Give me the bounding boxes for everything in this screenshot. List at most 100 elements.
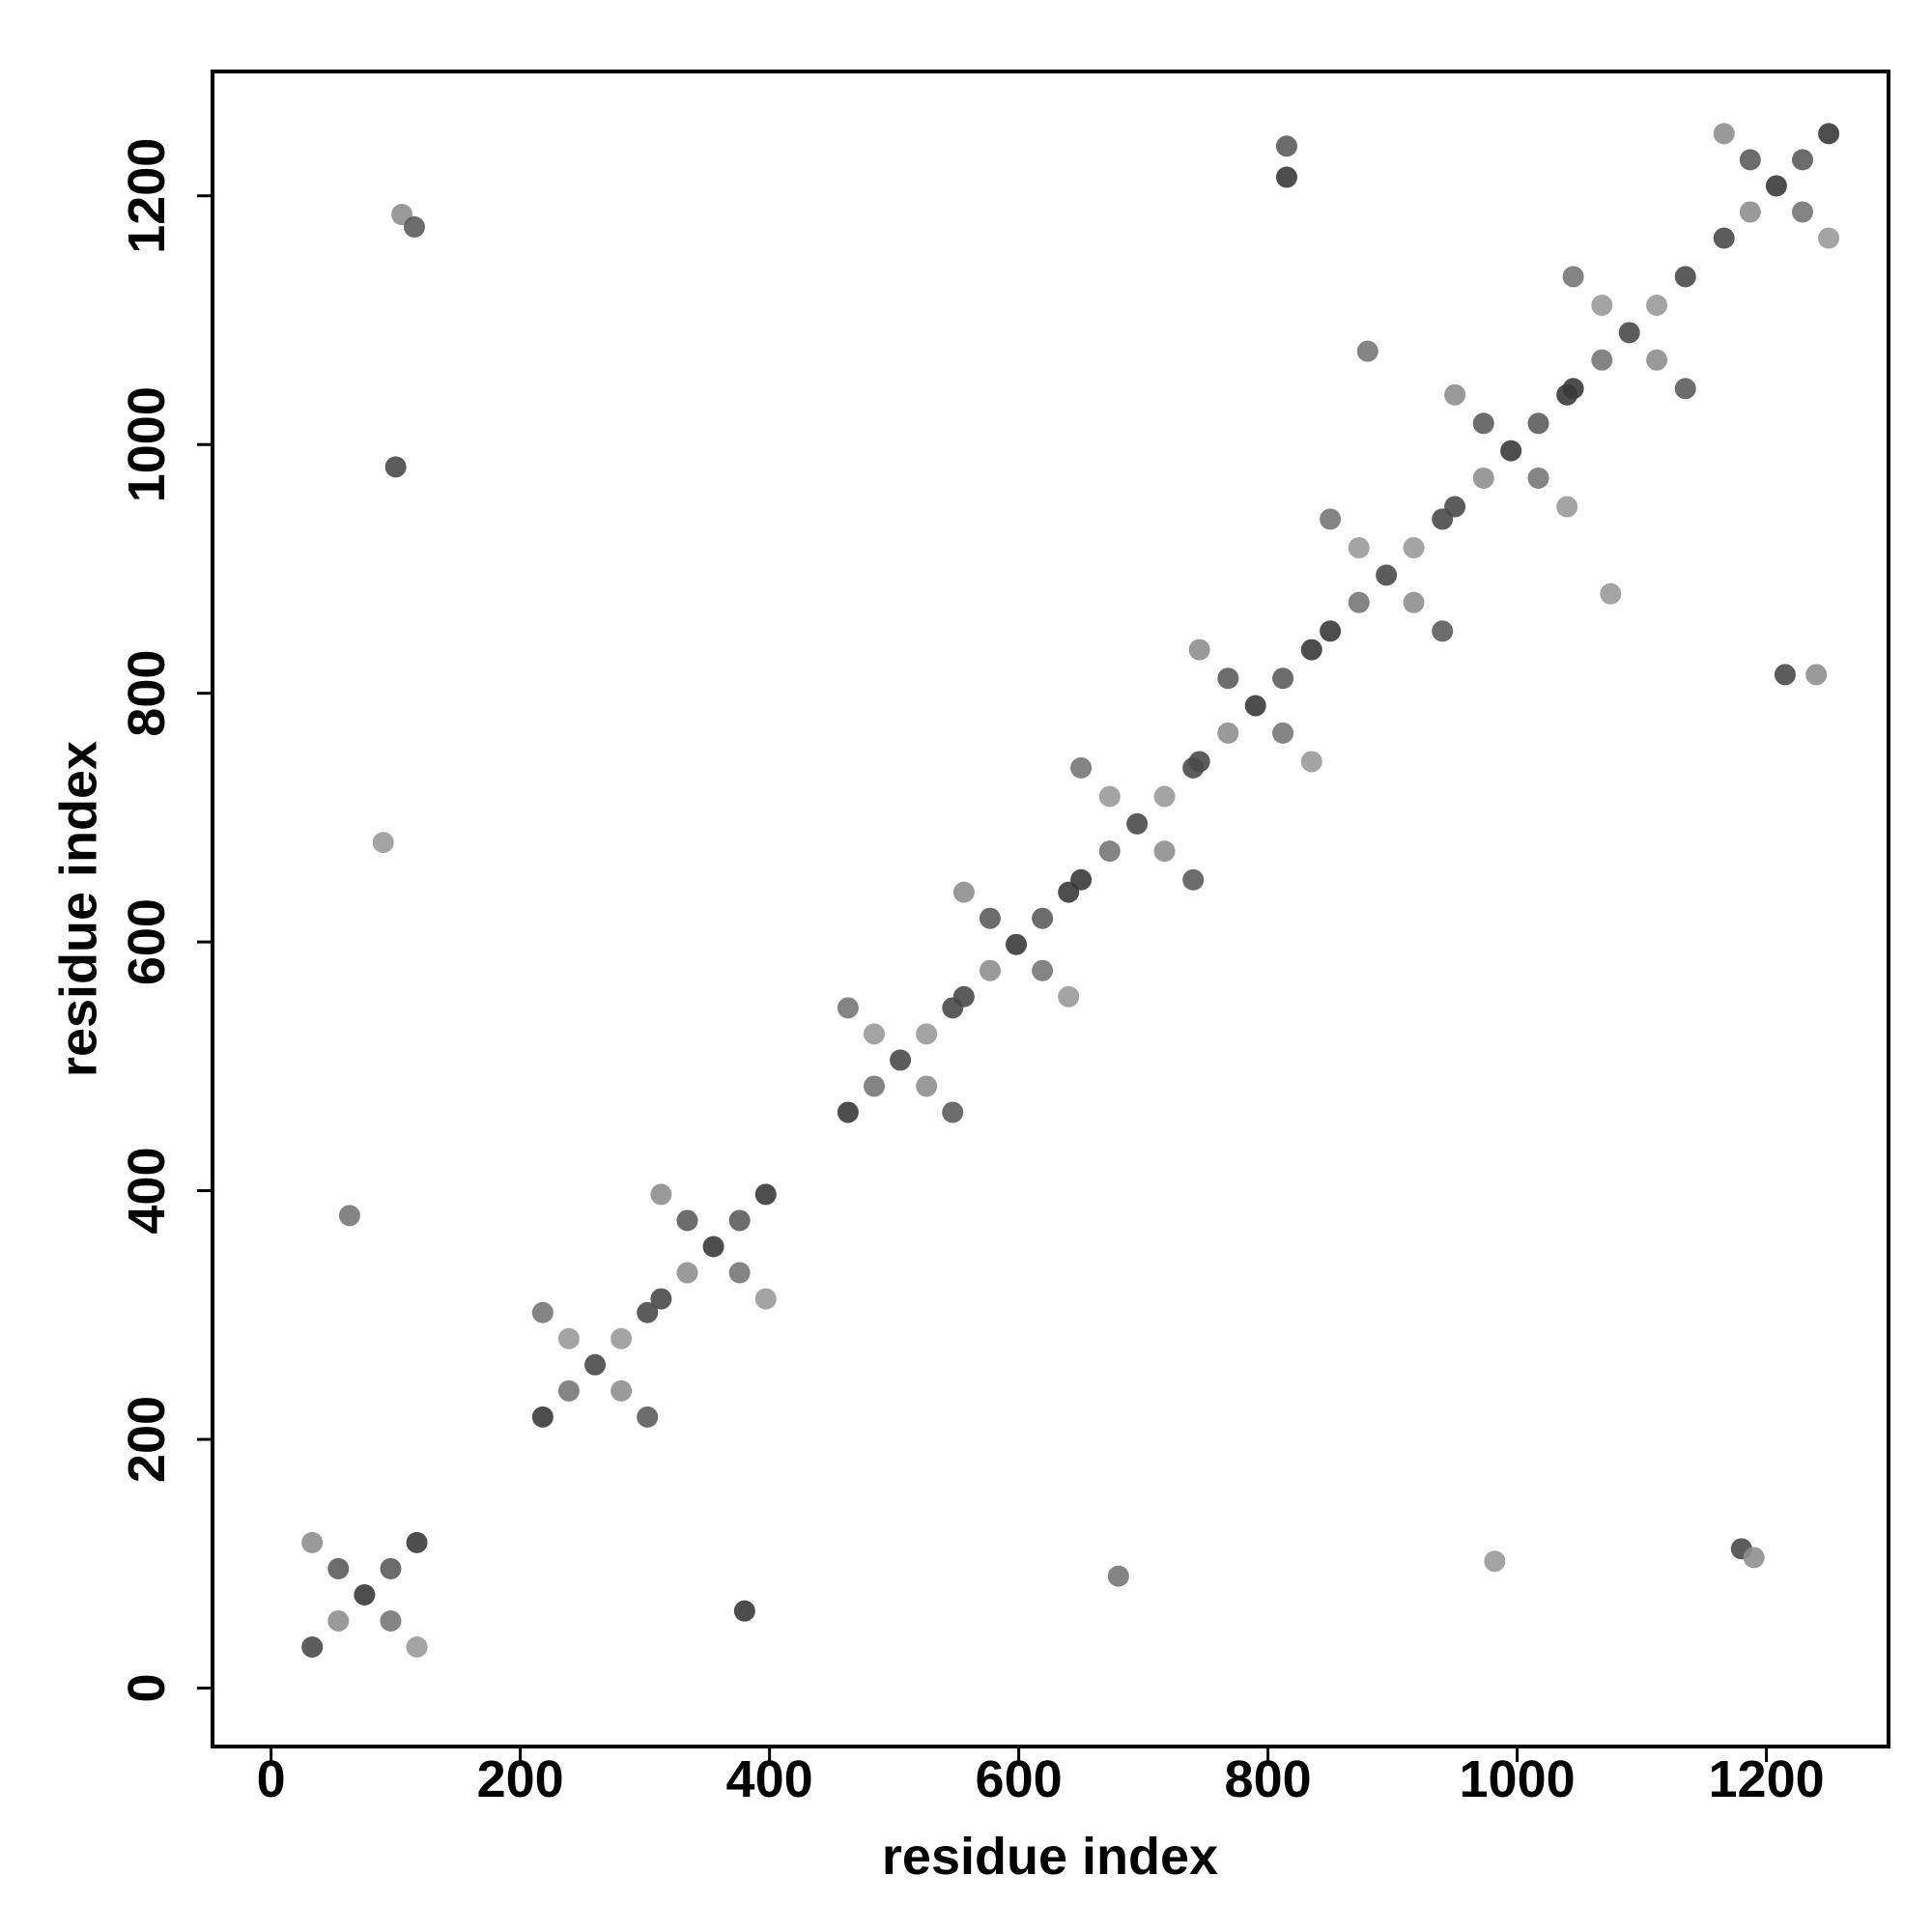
point <box>979 959 1001 981</box>
x-tick-label: 800 <box>1225 1750 1312 1808</box>
point <box>1618 322 1640 344</box>
y-tick-label: 0 <box>118 1673 176 1702</box>
x-tick-label: 1200 <box>1709 1750 1825 1808</box>
point <box>1376 564 1398 586</box>
point <box>916 1075 938 1097</box>
point <box>1217 668 1239 690</box>
point <box>1556 496 1578 518</box>
point <box>863 1075 885 1097</box>
point <box>1444 384 1466 406</box>
y-tick-label: 400 <box>118 1148 176 1235</box>
point <box>1272 668 1294 690</box>
point <box>979 907 1001 929</box>
point <box>406 1531 428 1553</box>
point <box>1300 639 1322 661</box>
point <box>1182 868 1205 891</box>
point <box>1484 1550 1506 1573</box>
plot-frame <box>211 70 1890 1748</box>
point <box>1006 933 1028 955</box>
point <box>354 1583 376 1605</box>
point <box>1032 959 1054 981</box>
point <box>584 1353 607 1376</box>
point <box>1188 751 1210 773</box>
point <box>1743 1547 1765 1569</box>
point <box>338 1205 360 1227</box>
x-tick-label: 600 <box>976 1750 1063 1808</box>
point <box>1591 295 1613 317</box>
point <box>952 985 975 1008</box>
point <box>1739 149 1761 171</box>
point <box>1153 840 1176 863</box>
point <box>733 1600 755 1622</box>
point <box>1403 537 1425 559</box>
point <box>1472 412 1494 435</box>
point <box>1032 907 1054 929</box>
point <box>754 1288 777 1310</box>
point <box>1320 620 1342 642</box>
point <box>1646 295 1668 317</box>
point <box>1472 467 1494 489</box>
point <box>531 1406 554 1428</box>
point <box>1403 591 1425 613</box>
point <box>1153 785 1176 808</box>
point <box>1739 201 1761 223</box>
point <box>327 1557 350 1579</box>
point <box>1562 266 1584 288</box>
point <box>1070 868 1093 891</box>
point <box>611 1327 633 1350</box>
point <box>942 1101 964 1123</box>
point <box>403 215 425 238</box>
point <box>650 1288 672 1310</box>
point <box>611 1379 633 1402</box>
y-tick-label: 1000 <box>118 386 176 502</box>
point <box>637 1301 659 1323</box>
point <box>1818 227 1840 249</box>
point <box>1275 166 1297 188</box>
point <box>1791 149 1813 171</box>
point <box>531 1301 554 1323</box>
point <box>380 1557 402 1579</box>
point <box>1348 537 1370 559</box>
point <box>557 1327 580 1350</box>
x-tick-label: 0 <box>257 1750 286 1808</box>
point <box>384 456 407 478</box>
x-axis-title: residue index <box>882 1828 1218 1886</box>
point <box>1188 639 1210 661</box>
point <box>837 1101 859 1123</box>
point <box>372 832 394 854</box>
point <box>1791 201 1813 223</box>
y-tick-label: 200 <box>118 1396 176 1483</box>
point <box>916 1023 938 1045</box>
point <box>1356 340 1378 362</box>
point <box>952 881 975 903</box>
point <box>1774 664 1796 686</box>
point <box>728 1209 751 1232</box>
point <box>1527 412 1549 435</box>
point <box>1646 349 1668 371</box>
x-tick-label: 1000 <box>1460 1750 1576 1808</box>
point <box>1713 227 1735 249</box>
point <box>890 1049 912 1071</box>
point <box>1098 785 1121 808</box>
point <box>380 1609 402 1632</box>
point <box>1444 496 1466 518</box>
point <box>1674 266 1696 288</box>
point <box>837 997 859 1019</box>
point <box>1348 591 1370 613</box>
point <box>1805 664 1828 686</box>
point <box>1320 508 1342 530</box>
point <box>676 1209 698 1232</box>
point <box>702 1236 724 1258</box>
point <box>1765 175 1787 197</box>
point <box>1098 840 1121 863</box>
point <box>1600 582 1622 605</box>
point <box>406 1636 428 1659</box>
point <box>1562 378 1584 400</box>
point <box>1591 349 1613 371</box>
point <box>1058 985 1080 1008</box>
point <box>1107 1565 1129 1587</box>
point <box>754 1183 777 1206</box>
point <box>728 1262 751 1284</box>
point <box>1432 620 1454 642</box>
